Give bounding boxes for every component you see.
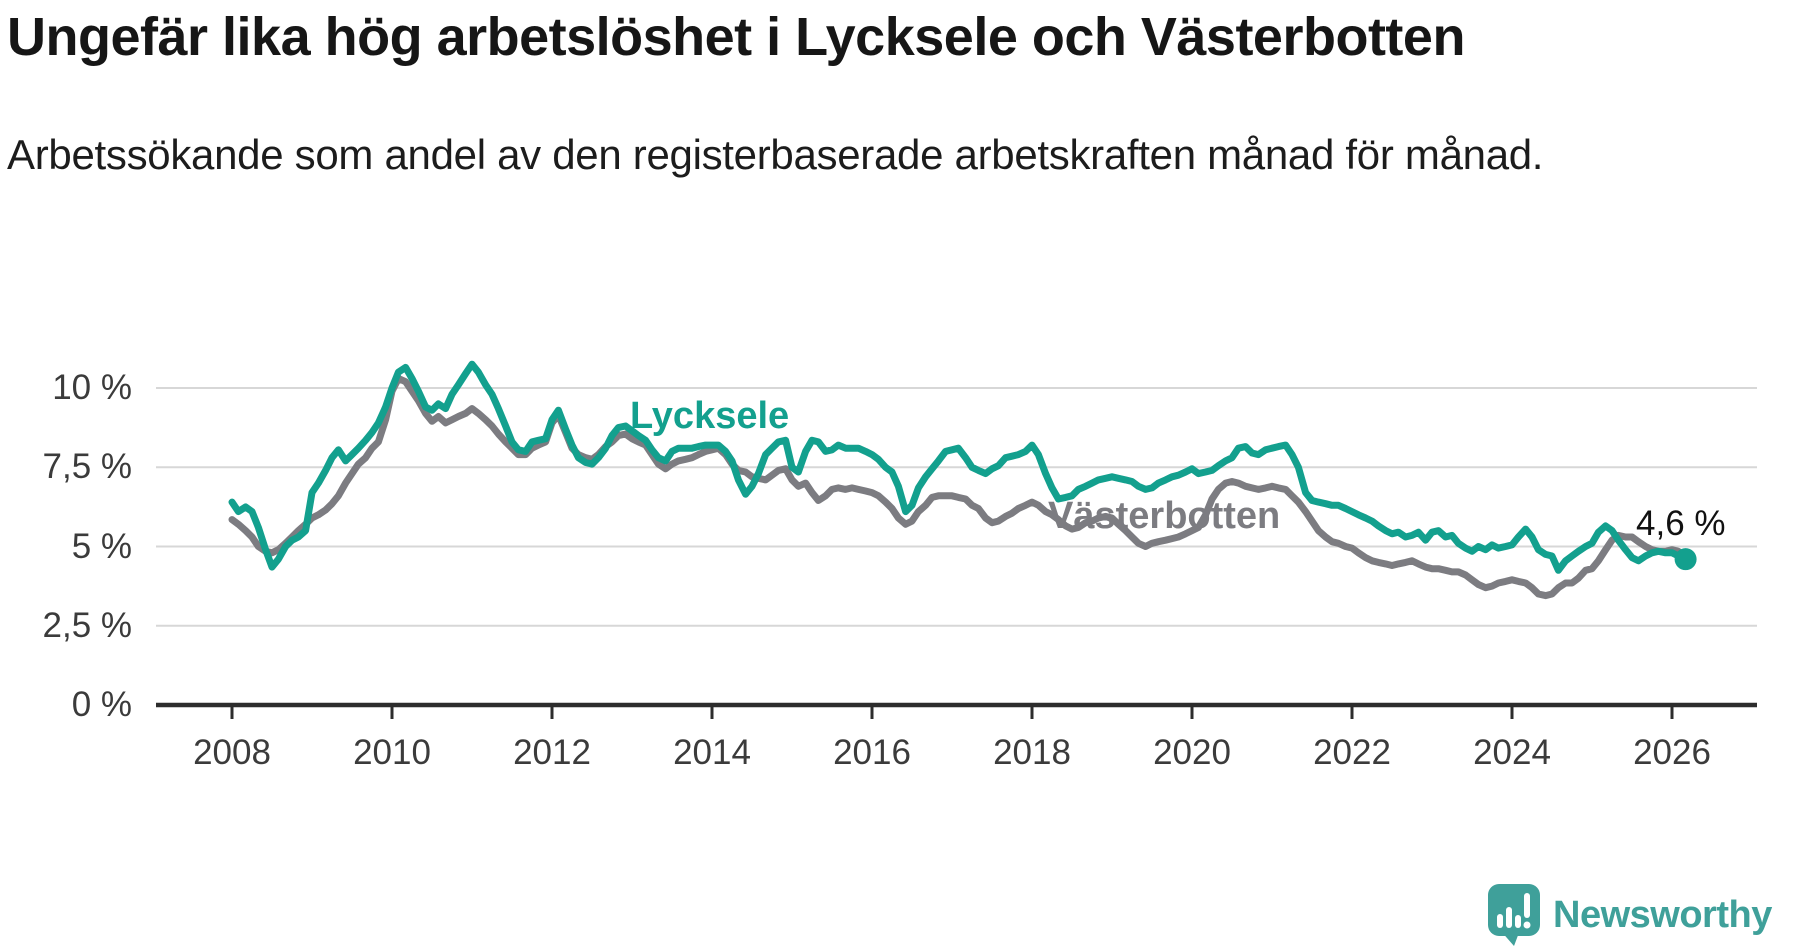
newsworthy-logo: Newsworthy	[1488, 884, 1772, 946]
x-axis-label: 2020	[1153, 733, 1231, 772]
vasterbotten-line	[228, 375, 1682, 600]
endpoint-value-label: 4,6 %	[1636, 504, 1726, 543]
lycksele-line	[228, 360, 1690, 574]
x-axis-label: 2026	[1633, 733, 1711, 772]
y-axis-label: 5 %	[71, 526, 132, 566]
x-axis-label: 2012	[513, 733, 591, 772]
y-axis-label: 2,5 %	[42, 605, 133, 645]
chart-subtitle: Arbetssökande som andel av den registerb…	[7, 131, 1544, 178]
x-axis-label: 2010	[353, 733, 431, 772]
newsworthy-logo-icon	[1488, 884, 1540, 946]
x-axis-label: 2016	[833, 733, 911, 772]
x-axis-label: 2018	[993, 733, 1071, 772]
y-axis-label: 10 %	[52, 368, 132, 407]
series-label-vasterbotten: Västerbotten	[1048, 495, 1281, 537]
y-axis-label: 0 %	[71, 685, 132, 724]
series-label-lycksele: Lycksele	[630, 395, 790, 437]
newsworthy-logo-text: Newsworthy	[1553, 893, 1772, 936]
x-axis-label: 2022	[1313, 733, 1391, 772]
page-title: Ungefär lika hög arbetslöshet i Lycksele…	[7, 7, 1465, 67]
endpoint-dot	[1674, 548, 1697, 571]
y-axis-label: 7,5 %	[42, 447, 133, 487]
x-axis-label: 2008	[193, 733, 271, 772]
x-axis-label: 2014	[673, 733, 751, 772]
x-axis-label: 2024	[1473, 733, 1551, 772]
